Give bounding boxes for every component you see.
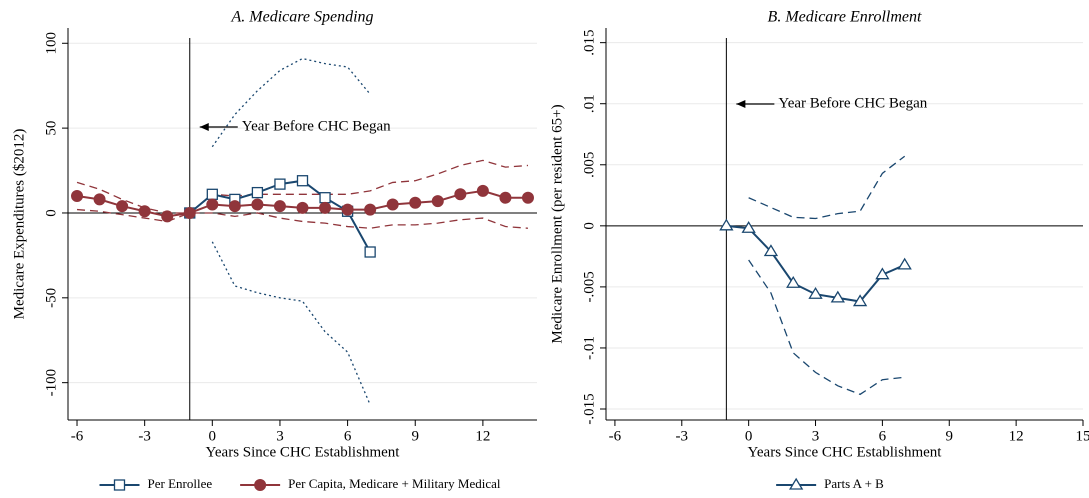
marker xyxy=(274,178,286,190)
legend-label: Per Enrollee xyxy=(148,476,213,491)
marker xyxy=(113,479,126,491)
legend-label: Parts A + B xyxy=(824,476,884,491)
marker xyxy=(319,201,332,214)
series-line xyxy=(211,57,371,148)
y-tick-label: 100 xyxy=(43,32,59,55)
marker xyxy=(206,188,218,200)
marker xyxy=(476,184,489,197)
marker xyxy=(521,191,534,204)
marker xyxy=(116,200,129,213)
annotation-arrowhead xyxy=(736,100,746,108)
marker xyxy=(431,195,444,208)
y-tick-label: .005 xyxy=(581,152,597,178)
annotation-arrowhead xyxy=(199,123,209,131)
series-line xyxy=(76,159,529,214)
marker xyxy=(251,186,264,199)
x-tick-label: 12 xyxy=(1009,428,1024,444)
y-tick-label: 0 xyxy=(581,222,597,230)
panel-title: B. Medicare Enrollment xyxy=(768,9,922,26)
series-line xyxy=(748,259,905,396)
y-tick-label: -.01 xyxy=(581,336,597,360)
x-tick-label: 0 xyxy=(745,428,753,444)
marker xyxy=(319,192,331,204)
y-axis-title: Medicare Enrollment (per resident 65+) xyxy=(549,104,565,343)
marker xyxy=(875,267,890,280)
panel-title: A. Medicare Spending xyxy=(230,9,373,26)
x-axis-title: Years Since CHC Establishment xyxy=(748,444,943,460)
marker xyxy=(788,477,804,490)
x-tick-label: 15 xyxy=(1076,428,1089,444)
x-tick-label: 6 xyxy=(879,428,887,444)
x-tick-label: 0 xyxy=(209,428,217,444)
marker xyxy=(296,175,309,187)
panel: A. Medicare Spending -100 -50 0 50 100 -6 -3 0 3 6… xyxy=(11,9,537,491)
y-axis-title: Medicare Expenditures ($2012) xyxy=(11,129,27,320)
series-line xyxy=(211,241,371,405)
marker xyxy=(852,294,868,307)
marker xyxy=(71,190,84,202)
marker xyxy=(763,244,779,257)
marker xyxy=(93,193,106,206)
legend: Parts A + B xyxy=(776,476,884,491)
y-tick-label: .015 xyxy=(581,30,597,56)
x-tick-label: -3 xyxy=(138,428,151,444)
marker xyxy=(206,198,219,211)
y-tick-label: 50 xyxy=(43,121,59,136)
marker xyxy=(161,210,174,223)
marker xyxy=(897,257,912,270)
x-tick-label: 9 xyxy=(946,428,954,444)
x-tick-label: -3 xyxy=(676,428,689,444)
panel: B. Medicare Enrollment -.015 -.01 -.005 0 .00… xyxy=(549,9,1089,491)
legend-label: Per Capita, Medicare + Military Medical xyxy=(288,476,501,491)
marker xyxy=(808,286,823,299)
annotation: Year Before CHC Began xyxy=(242,118,391,134)
marker xyxy=(254,479,267,491)
y-tick-label: -50 xyxy=(43,288,59,308)
marker xyxy=(719,218,734,231)
marker xyxy=(454,188,467,201)
marker xyxy=(251,198,264,211)
marker xyxy=(364,246,376,258)
y-tick-label: .01 xyxy=(581,94,597,113)
series-line xyxy=(76,208,529,229)
x-tick-label: 9 xyxy=(411,428,419,444)
annotation: Year Before CHC Began xyxy=(778,95,927,111)
marker xyxy=(138,205,151,218)
marker xyxy=(183,206,196,219)
x-tick-label: 12 xyxy=(475,428,490,444)
marker xyxy=(386,198,399,211)
marker xyxy=(830,290,845,303)
y-tick-label: -100 xyxy=(43,369,59,397)
x-tick-label: 6 xyxy=(344,428,352,444)
marker xyxy=(499,191,512,204)
marker xyxy=(741,221,756,233)
y-tick-label: 0 xyxy=(43,209,59,217)
marker xyxy=(273,200,286,213)
x-axis-title: Years Since CHC Establishment xyxy=(206,444,401,460)
y-tick-label: -.015 xyxy=(581,393,597,424)
marker xyxy=(296,201,309,214)
y-tick-label: -.005 xyxy=(581,271,597,302)
series-line xyxy=(748,155,906,220)
marker xyxy=(228,200,241,213)
marker xyxy=(409,196,422,209)
marker xyxy=(364,203,377,216)
x-tick-label: 3 xyxy=(276,428,284,444)
legend: Per Enrollee Per Capita, Medicare + Milit… xyxy=(99,476,501,491)
x-tick-label: -6 xyxy=(71,428,84,444)
marker xyxy=(786,275,801,288)
x-tick-label: 3 xyxy=(812,428,820,444)
x-tick-label: -6 xyxy=(609,428,622,444)
marker xyxy=(341,203,354,216)
